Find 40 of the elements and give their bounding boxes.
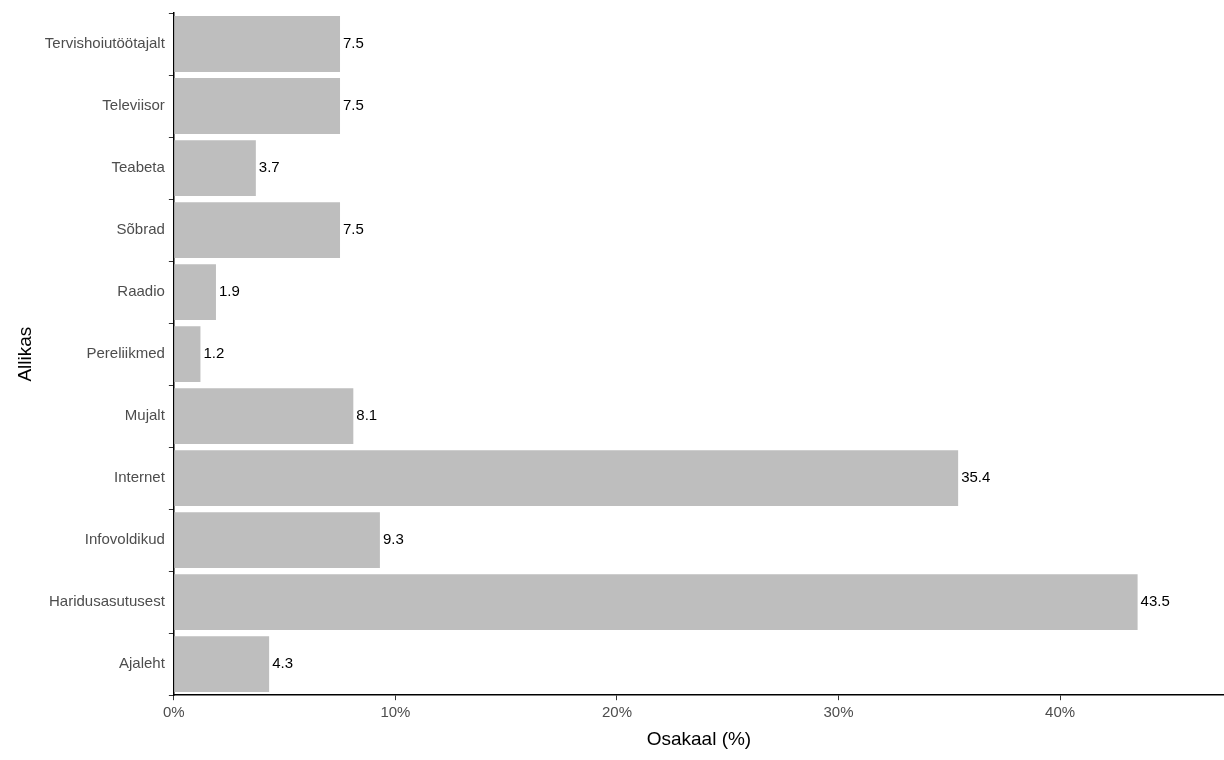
data-label: 1.2 [203, 344, 225, 362]
data-label: 8.1 [356, 406, 378, 424]
bar [174, 16, 341, 72]
bar [174, 264, 216, 320]
y-tick-label: Ajaleht [118, 654, 166, 672]
bar [174, 326, 201, 383]
x-tick-label: 40% [1045, 703, 1076, 721]
data-label: 9.3 [382, 530, 404, 548]
y-tick-label: Mujalt [124, 406, 166, 424]
y-tick-label: Infovoldikud [84, 530, 165, 548]
x-tick-label: 10% [380, 703, 411, 721]
data-label: 3.7 [258, 158, 280, 176]
data-label: 7.5 [343, 96, 364, 114]
x-axis-title: Osakaal (%) [646, 727, 752, 749]
y-axis-title: Allikas [13, 326, 35, 382]
data-label: 7.5 [343, 220, 364, 238]
bar [174, 512, 380, 569]
y-tick-label: Raadio [117, 282, 165, 300]
bar [174, 636, 270, 693]
bar [174, 450, 959, 507]
bar [174, 574, 1138, 631]
y-tick-label: Televiisor [102, 96, 165, 114]
bar [174, 140, 256, 196]
y-tick-label: Haridusasutusest [48, 592, 166, 610]
data-label: 1.9 [218, 282, 240, 300]
x-tick-label: 0% [163, 703, 185, 721]
bar [174, 78, 341, 134]
data-label: 43.5 [1140, 592, 1170, 610]
bar [174, 202, 341, 258]
y-tick-label: Teabeta [111, 158, 166, 176]
x-tick-label: 30% [823, 703, 854, 721]
y-tick-label: Sõbrad [116, 220, 165, 238]
y-tick-label: Tervishoiutöötajalt [44, 34, 166, 52]
y-tick-label: Internet [113, 468, 166, 486]
x-tick-label: 20% [601, 703, 632, 721]
data-label: 4.3 [272, 654, 293, 672]
data-label: 35.4 [961, 468, 991, 486]
y-tick-label: Pereliikmed [86, 344, 165, 362]
bar [174, 388, 354, 445]
data-label: 7.5 [343, 34, 364, 52]
